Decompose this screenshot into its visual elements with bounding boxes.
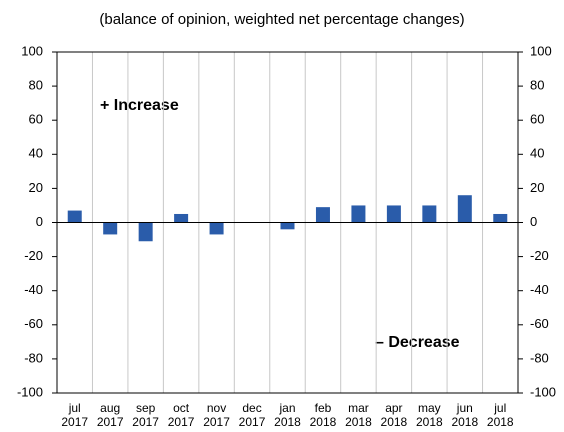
- x-tick-label: nov 2017: [203, 401, 230, 429]
- y-tick-label: 40: [29, 146, 43, 161]
- x-tick-label: aug 2017: [96, 401, 124, 429]
- bar: [138, 222, 153, 242]
- annotation: – Decrease: [375, 334, 460, 351]
- y-tick-label: -100: [17, 384, 43, 399]
- bar: [280, 222, 295, 230]
- y-tick-label: 0: [36, 214, 43, 229]
- y2-tick-label: -80: [530, 350, 549, 365]
- bar: [493, 213, 508, 223]
- bar: [422, 205, 437, 223]
- x-tick-label: may 2018: [415, 401, 443, 429]
- y-tick-label: -40: [24, 282, 43, 297]
- x-tick-label: apr 2018: [380, 401, 408, 429]
- x-tick-label: jun 2018: [451, 401, 479, 429]
- y2-tick-label: 40: [530, 146, 544, 161]
- annotation: + Increase: [100, 97, 179, 114]
- y2-tick-label: 20: [530, 180, 544, 195]
- x-tick-label: jul 2018: [486, 401, 514, 429]
- y-tick-label: 80: [29, 78, 43, 93]
- y2-tick-label: 100: [530, 43, 552, 58]
- y2-tick-label: 0: [530, 214, 537, 229]
- x-tick-label: dec 2017: [238, 401, 266, 429]
- y-tick-label: -20: [24, 248, 43, 263]
- y2-tick-label: -100: [530, 384, 556, 399]
- bar: [67, 210, 82, 223]
- y-tick-label: 60: [29, 112, 43, 127]
- x-tick-label: oct 2017: [167, 401, 195, 429]
- x-tick-label: sep 2017: [132, 401, 159, 429]
- y-tick-label: 100: [21, 43, 43, 58]
- y-tick-label: -80: [24, 350, 43, 365]
- bar: [103, 222, 118, 235]
- y2-tick-label: 60: [530, 112, 544, 127]
- bar: [315, 207, 330, 223]
- x-tick-label: jan 2018: [274, 401, 301, 429]
- y-tick-label: -60: [24, 316, 43, 331]
- bar: [457, 195, 472, 223]
- y2-tick-label: -40: [530, 282, 549, 297]
- bar: [351, 205, 366, 223]
- chart-title: (balance of opinion, weighted net percen…: [99, 11, 464, 28]
- x-tick-label: mar 2018: [345, 401, 372, 429]
- bar: [386, 205, 401, 223]
- y-tick-label: 20: [29, 180, 43, 195]
- y2-tick-label: 80: [530, 78, 544, 93]
- x-tick-label: feb 2018: [309, 401, 337, 429]
- bar: [209, 222, 224, 235]
- y2-tick-label: -20: [530, 248, 549, 263]
- y2-tick-label: -60: [530, 316, 549, 331]
- bar: [174, 213, 189, 223]
- x-tick-label: jul 2017: [61, 401, 89, 429]
